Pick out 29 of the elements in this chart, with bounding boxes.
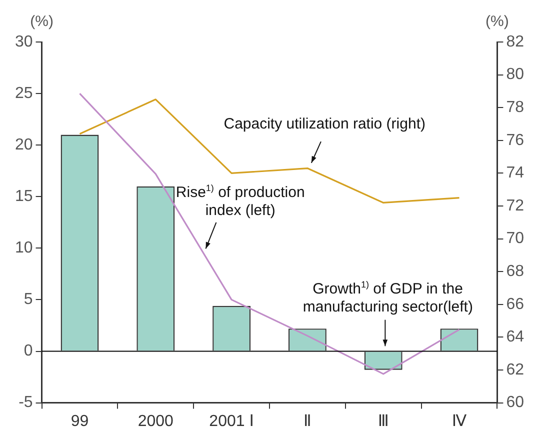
y2-tick-label: 78 (506, 99, 524, 116)
x-tick-label: 2001 Ⅰ (209, 412, 254, 430)
y2-tick-label: 62 (506, 361, 524, 378)
y-tick-label: 10 (15, 240, 33, 257)
y2-tick-label: 70 (506, 230, 524, 248)
y-tick-label: 5 (24, 291, 33, 308)
y2-tick-label: 74 (506, 164, 524, 182)
y2-tick-label: 72 (506, 197, 524, 214)
y2-tick-label: 76 (506, 132, 524, 149)
y2-tick-label: 80 (506, 66, 524, 84)
x-tick-label: Ⅱ (304, 412, 312, 430)
y-tick-label: 25 (15, 84, 33, 102)
series-label: Capacity utilization ratio (right) (224, 116, 426, 133)
x-tick-label: 99 (70, 412, 89, 430)
y2-tick-label: 64 (506, 328, 524, 346)
y2-tick-label: 66 (506, 296, 524, 313)
y-axis-title: (%) (30, 13, 54, 30)
y2-tick-label: 68 (506, 263, 524, 280)
y-tick-label: 30 (15, 33, 33, 50)
y-tick-label: 0 (24, 342, 33, 360)
x-tick-label: 2000 (138, 412, 174, 430)
y-tick-label: 20 (15, 136, 33, 154)
x-tick-label: Ⅳ (452, 412, 467, 430)
y2-tick-label: 82 (506, 33, 524, 50)
y-tick-label: 15 (15, 188, 33, 206)
x-tick-label: Ⅲ (378, 412, 389, 430)
y2-tick-label: 60 (506, 394, 524, 412)
y-tick-label: -5 (18, 394, 33, 412)
y2-axis-title: (%) (486, 13, 509, 30)
